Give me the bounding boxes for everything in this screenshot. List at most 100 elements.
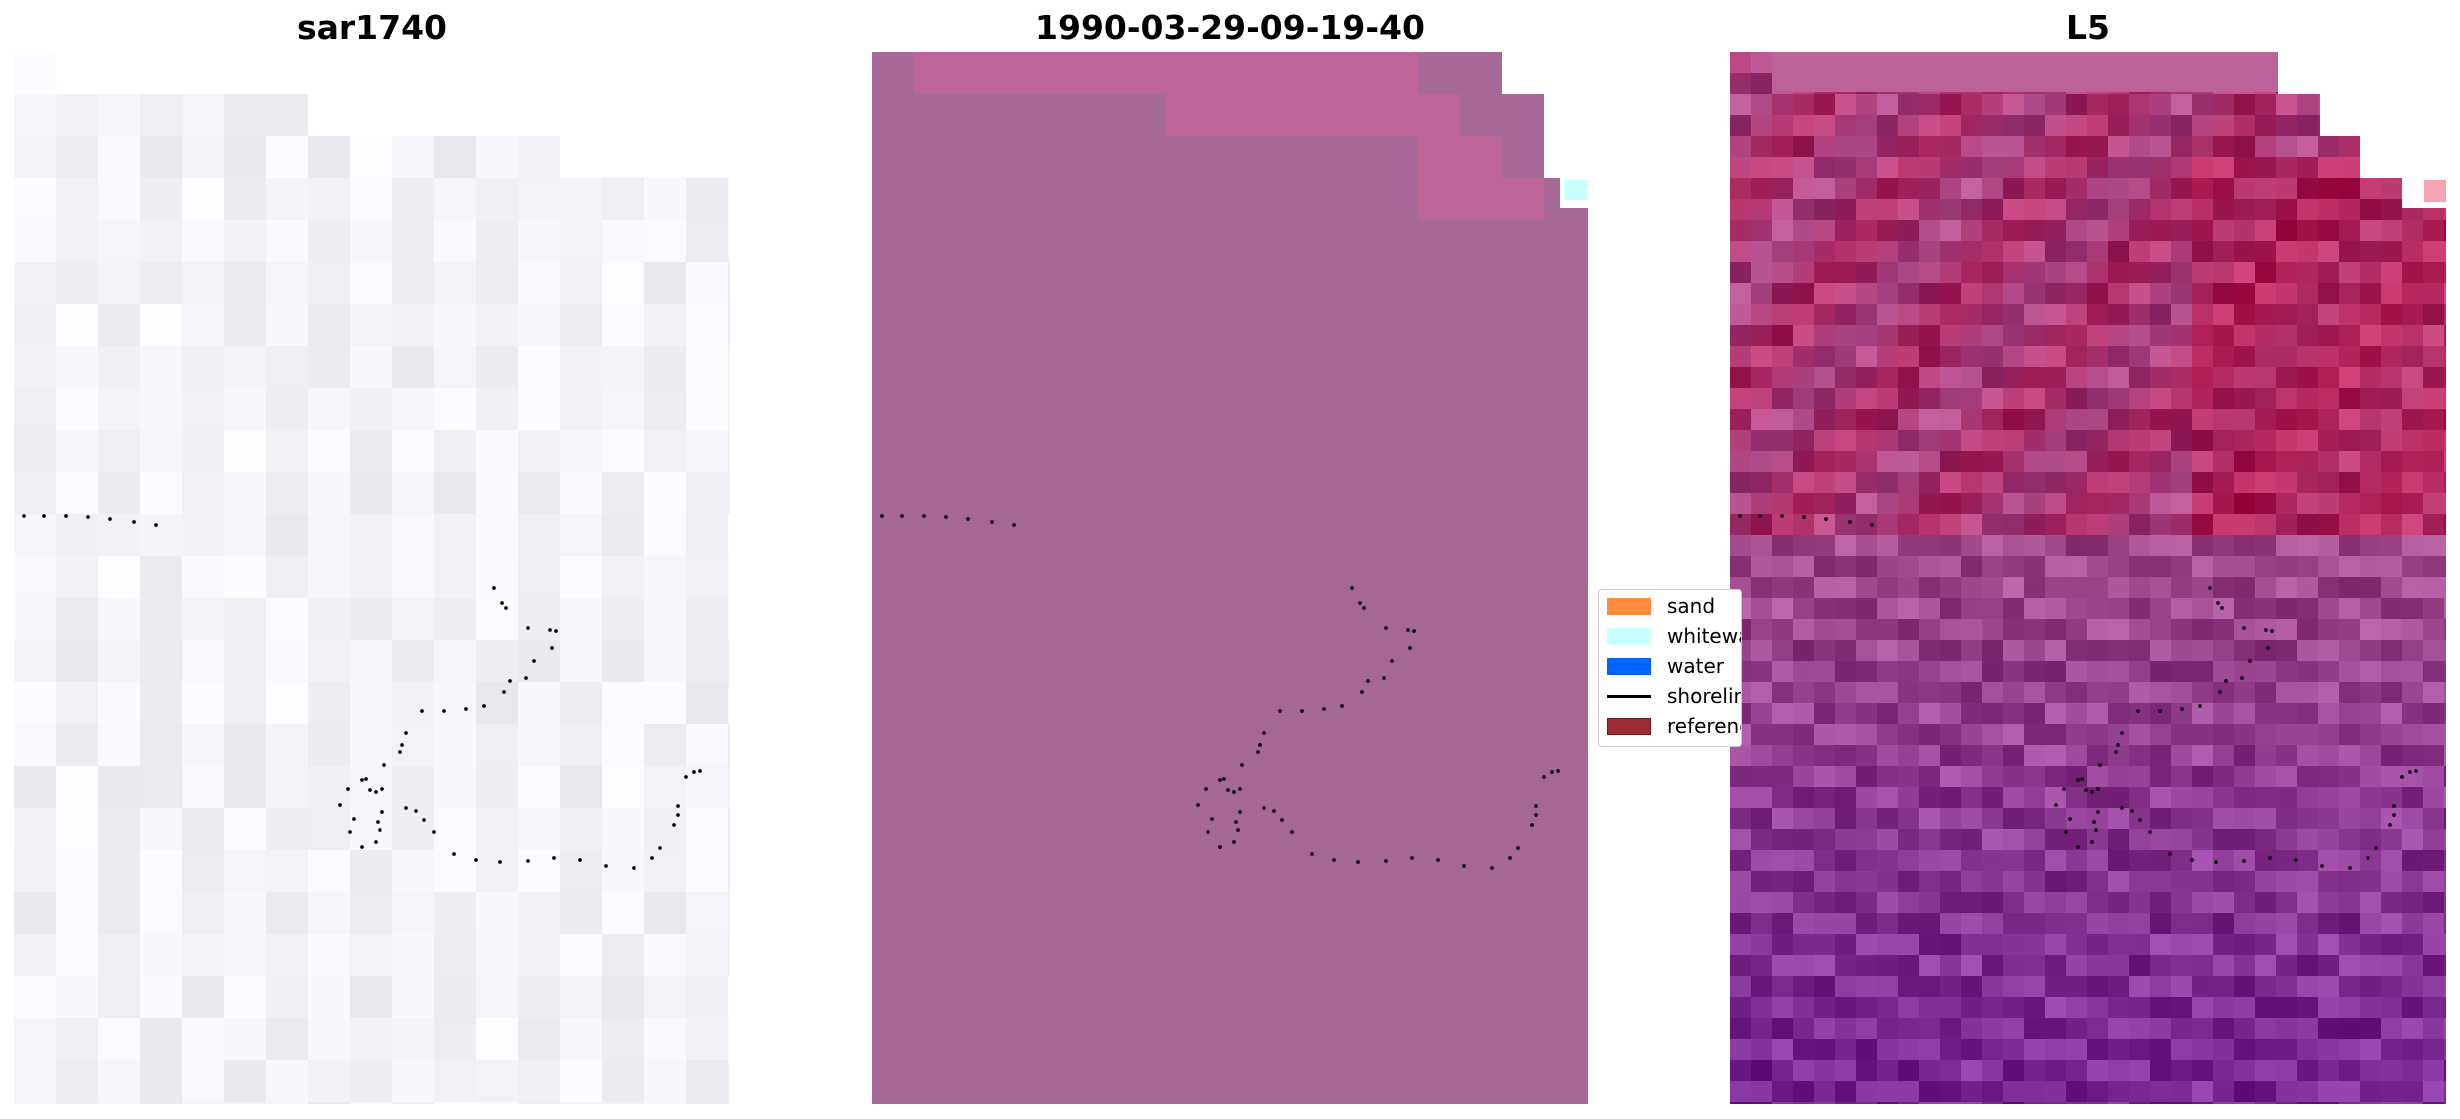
l5-pixel	[1982, 1039, 2003, 1060]
l5-pixel	[2444, 430, 2446, 451]
l5-pixel	[2234, 388, 2255, 409]
l5-pixel	[1919, 850, 1940, 871]
sar-pixel	[350, 346, 392, 388]
l5-pixel	[2339, 241, 2360, 262]
l5-pixel	[2297, 787, 2318, 808]
l5-pixel	[2360, 871, 2381, 892]
sar-pixel	[308, 136, 350, 178]
l5-pixel	[1772, 808, 1793, 829]
l5-pixel	[1730, 850, 1751, 871]
l5-pixel	[2234, 829, 2255, 850]
l5-pixel	[2402, 1018, 2423, 1039]
l5-pixel	[1772, 1060, 1793, 1081]
l5-pixel	[1856, 451, 1877, 472]
l5-pixel	[2171, 346, 2192, 367]
l5-pixel	[2339, 472, 2360, 493]
l5-pixel	[1940, 325, 1961, 346]
l5-pixel	[1751, 514, 1772, 535]
shoreline-dot	[1012, 523, 1016, 527]
sar-pixel	[644, 1060, 686, 1102]
l5-pixel	[2171, 913, 2192, 934]
l5-pixel	[2213, 724, 2234, 745]
l5-pixel	[2087, 808, 2108, 829]
l5-pixel	[2171, 94, 2192, 115]
l5-pixel	[2024, 535, 2045, 556]
l5-pixel	[1877, 325, 1898, 346]
l5-pixel	[2108, 787, 2129, 808]
sar-pixel	[434, 892, 476, 934]
l5-pixel	[2066, 367, 2087, 388]
sar-pixel	[56, 220, 98, 262]
sand-overlay-area	[914, 52, 1418, 94]
l5-pixel	[1919, 1102, 1940, 1104]
l5-pixel	[2192, 493, 2213, 514]
l5-pixel	[2423, 283, 2444, 304]
l5-pixel	[1730, 157, 1751, 178]
l5-pixel	[2087, 577, 2108, 598]
l5-pixel	[2024, 1102, 2045, 1104]
l5-pixel	[2045, 955, 2066, 976]
l5-pixel	[2024, 409, 2045, 430]
l5-pixel	[1856, 325, 1877, 346]
sar-pixel	[56, 514, 98, 556]
l5-pixel	[1961, 955, 1982, 976]
l5-pixel	[2171, 1060, 2192, 1081]
l5-pixel	[2150, 493, 2171, 514]
l5-pixel	[2129, 871, 2150, 892]
shoreline-dot	[2400, 775, 2404, 779]
l5-pixel	[1898, 115, 1919, 136]
l5-pixel	[1730, 178, 1751, 199]
l5-pixel	[1751, 73, 1772, 94]
shoreline-dot	[502, 690, 506, 694]
l5-pixel	[2213, 409, 2234, 430]
shoreline-dot	[464, 707, 468, 711]
sar-pixel	[392, 220, 434, 262]
sar-pixel	[476, 892, 518, 934]
l5-pixel	[2087, 619, 2108, 640]
l5-pixel	[2150, 829, 2171, 850]
l5-pixel	[1898, 346, 1919, 367]
l5-pixel	[2003, 346, 2024, 367]
shoreline-dot	[1848, 520, 1852, 524]
l5-pixel	[2003, 409, 2024, 430]
l5-pixel	[2423, 997, 2444, 1018]
l5-pixel	[2150, 1060, 2171, 1081]
shoreline-dot	[1556, 769, 1560, 773]
l5-pixel	[1856, 703, 1877, 724]
shoreline-dot	[504, 606, 508, 610]
l5-pixel	[2024, 325, 2045, 346]
l5-pixel	[2213, 199, 2234, 220]
l5-pixel	[1877, 661, 1898, 682]
l5-pixel	[1772, 724, 1793, 745]
l5-pixel	[1898, 1039, 1919, 1060]
l5-pixel	[2276, 241, 2297, 262]
l5-pixel	[2213, 577, 2234, 598]
l5-pixel	[2171, 220, 2192, 241]
l5-pixel	[2045, 430, 2066, 451]
l5-pixel	[1856, 787, 1877, 808]
l5-pixel	[2297, 493, 2318, 514]
l5-pixel	[1877, 808, 1898, 829]
l5-pixel	[2276, 829, 2297, 850]
sar-pixel	[728, 304, 730, 346]
shoreline-dot	[1218, 845, 1222, 849]
shoreline-dot	[524, 676, 528, 680]
l5-pixel	[2213, 640, 2234, 661]
l5-pixel	[1814, 283, 1835, 304]
sar-pixel	[560, 220, 602, 262]
l5-pixel	[2045, 787, 2066, 808]
l5-pixel	[2360, 409, 2381, 430]
l5-pixel	[1772, 283, 1793, 304]
sar-pixel	[266, 262, 308, 304]
l5-pixel	[2108, 283, 2129, 304]
l5-pixel	[2234, 115, 2255, 136]
l5-pixel	[1898, 997, 1919, 1018]
l5-pixel	[2423, 661, 2444, 682]
l5-pixel	[2129, 346, 2150, 367]
sar-pixel	[308, 766, 350, 808]
l5-pixel	[2108, 976, 2129, 997]
l5-pixel	[2255, 640, 2276, 661]
sar-pixel	[644, 892, 686, 934]
sar-pixel	[602, 808, 644, 850]
l5-pixel	[1940, 157, 1961, 178]
